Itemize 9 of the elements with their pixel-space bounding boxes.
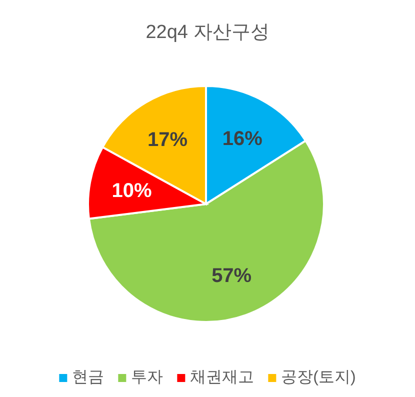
data-label: 10%: [112, 180, 152, 202]
data-label: 57%: [212, 265, 252, 288]
legend-label: 공장(토지): [281, 369, 356, 386]
chart-title: 22q4 자산구성: [146, 22, 270, 43]
legend-label: 현금: [72, 369, 104, 386]
data-label: 17%: [148, 128, 188, 151]
legend-label: 투자: [131, 369, 164, 386]
legend-label: 채권재고: [190, 369, 254, 386]
data-label: 16%: [222, 128, 263, 150]
